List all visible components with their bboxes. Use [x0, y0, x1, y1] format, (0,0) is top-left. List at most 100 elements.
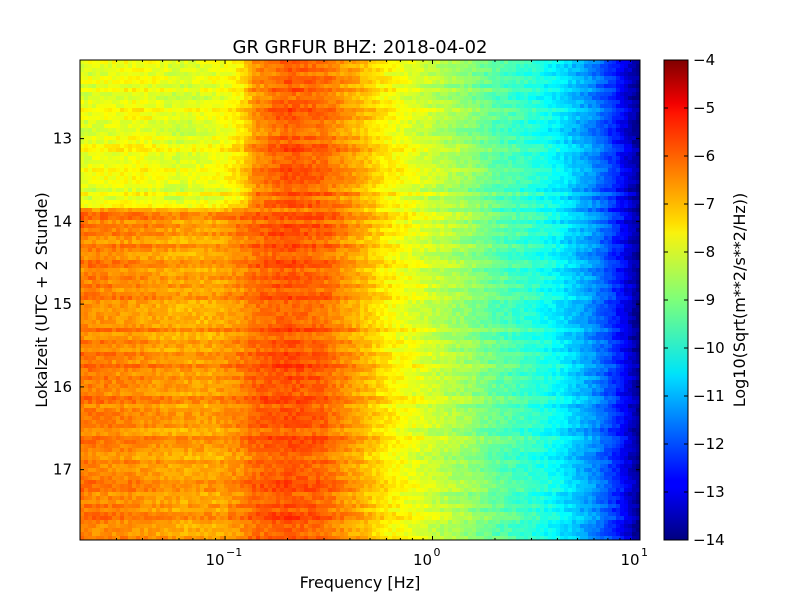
- heatmap-cell: [440, 200, 445, 205]
- heatmap-cell: [480, 72, 485, 77]
- heatmap-cell: [456, 192, 461, 197]
- heatmap-cell: [388, 188, 393, 193]
- heatmap-cell: [296, 64, 301, 69]
- heatmap-cell: [372, 140, 377, 145]
- heatmap-cell: [100, 60, 105, 65]
- heatmap-cell: [172, 156, 177, 161]
- heatmap-cell: [84, 196, 89, 201]
- heatmap-cell: [560, 128, 565, 133]
- heatmap-cell: [572, 104, 577, 109]
- heatmap-cell: [564, 108, 569, 113]
- heatmap-cell: [280, 140, 285, 145]
- heatmap-cell: [388, 184, 393, 189]
- heatmap-cell: [172, 64, 177, 69]
- heatmap-cell: [532, 168, 537, 173]
- heatmap-cell: [312, 116, 317, 121]
- heatmap-cell: [564, 120, 569, 125]
- heatmap-cell: [400, 156, 405, 161]
- heatmap-cell: [228, 172, 233, 177]
- heatmap-cell: [272, 104, 277, 109]
- heatmap-cell: [132, 92, 137, 97]
- heatmap-cell: [276, 120, 281, 125]
- heatmap-cell: [164, 96, 169, 101]
- heatmap-cell: [420, 200, 425, 205]
- heatmap-cell: [452, 80, 457, 85]
- heatmap-cell: [412, 184, 417, 189]
- heatmap-cell: [364, 152, 369, 157]
- heatmap-cell: [136, 168, 141, 173]
- heatmap-cell: [240, 196, 245, 201]
- heatmap-cell: [544, 64, 549, 69]
- heatmap-cell: [420, 72, 425, 77]
- heatmap-cell: [624, 164, 629, 169]
- heatmap-cell: [392, 80, 397, 85]
- heatmap-cell: [248, 192, 253, 197]
- heatmap-cell: [564, 136, 569, 141]
- heatmap-cell: [96, 200, 101, 205]
- heatmap-cell: [196, 72, 201, 77]
- heatmap-cell: [340, 108, 345, 113]
- heatmap-cell: [256, 112, 261, 117]
- heatmap-cell: [284, 152, 289, 157]
- heatmap-cell: [540, 84, 545, 89]
- heatmap-cell: [108, 140, 113, 145]
- heatmap-cell: [368, 112, 373, 117]
- heatmap-cell: [104, 128, 109, 133]
- heatmap-cell: [212, 160, 217, 165]
- heatmap-cell: [116, 124, 121, 129]
- heatmap-cell: [88, 176, 93, 181]
- heatmap-cell: [464, 112, 469, 117]
- heatmap-cell: [504, 168, 509, 173]
- heatmap-cell: [196, 120, 201, 125]
- heatmap-cell: [468, 76, 473, 81]
- heatmap-cell: [208, 108, 213, 113]
- heatmap-cell: [444, 176, 449, 181]
- heatmap-cell: [304, 108, 309, 113]
- heatmap-cell: [576, 140, 581, 145]
- heatmap-cell: [512, 144, 517, 149]
- heatmap-cell: [520, 176, 525, 181]
- heatmap-cell: [448, 172, 453, 177]
- heatmap-cell: [84, 120, 89, 125]
- heatmap-cell: [188, 140, 193, 145]
- heatmap-cell: [220, 84, 225, 89]
- heatmap-cell: [468, 152, 473, 157]
- heatmap-cell: [628, 120, 633, 125]
- heatmap-cell: [292, 196, 297, 201]
- heatmap-cell: [288, 116, 293, 121]
- heatmap-cell: [196, 164, 201, 169]
- heatmap-cell: [208, 188, 213, 193]
- heatmap-cell: [592, 84, 597, 89]
- heatmap-cell: [616, 116, 621, 121]
- heatmap-cell: [372, 168, 377, 173]
- heatmap-cell: [284, 68, 289, 73]
- heatmap-cell: [100, 76, 105, 81]
- heatmap-cell: [488, 136, 493, 141]
- heatmap-cell: [400, 184, 405, 189]
- heatmap-cell: [484, 164, 489, 169]
- heatmap-cell: [140, 104, 145, 109]
- heatmap-cell: [388, 152, 393, 157]
- heatmap-cell: [432, 96, 437, 101]
- heatmap-cell: [416, 80, 421, 85]
- heatmap-cell: [612, 76, 617, 81]
- heatmap-cell: [552, 80, 557, 85]
- heatmap-cell: [140, 184, 145, 189]
- heatmap-cell: [284, 76, 289, 81]
- heatmap-cell: [528, 156, 533, 161]
- heatmap-cell: [496, 160, 501, 165]
- heatmap-cell: [396, 108, 401, 113]
- heatmap-cell: [344, 164, 349, 169]
- heatmap-cell: [196, 64, 201, 69]
- heatmap-cell: [100, 168, 105, 173]
- heatmap-cell: [408, 136, 413, 141]
- heatmap-cell: [196, 124, 201, 129]
- heatmap-cell: [600, 156, 605, 161]
- heatmap-cell: [88, 72, 93, 77]
- heatmap-cell: [224, 68, 229, 73]
- heatmap-cell: [248, 112, 253, 117]
- heatmap-cell: [180, 112, 185, 117]
- heatmap-cell: [240, 68, 245, 73]
- heatmap-cell: [480, 64, 485, 69]
- heatmap-cell: [624, 108, 629, 113]
